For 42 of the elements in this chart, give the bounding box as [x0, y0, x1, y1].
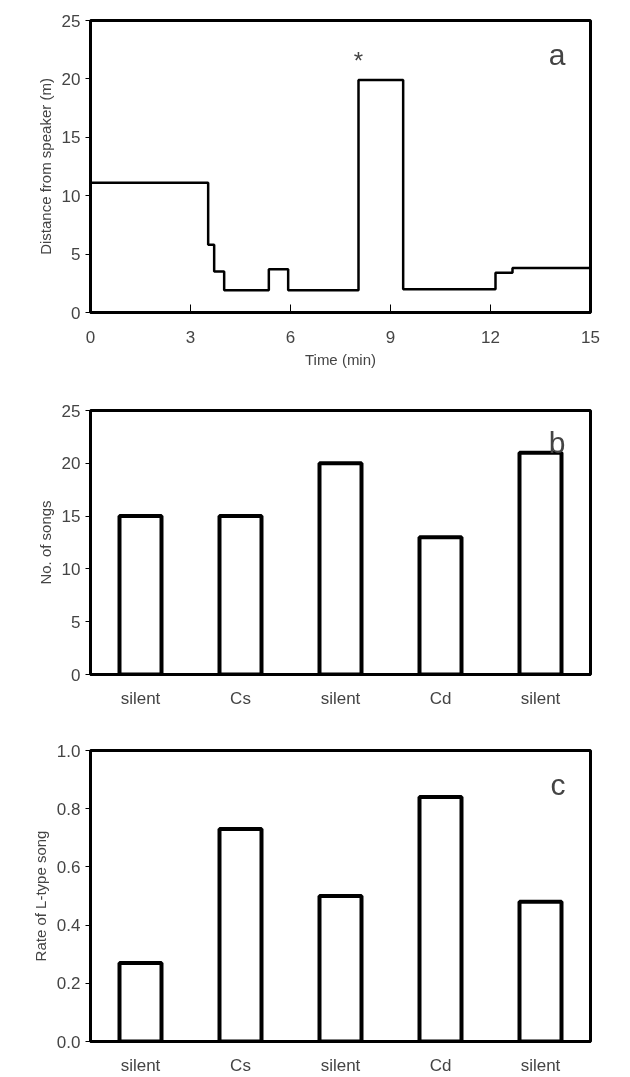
- x-tick-label: silent: [120, 688, 161, 708]
- x-tick-label: silent: [120, 1055, 161, 1075]
- y-tick-label: 25: [61, 11, 81, 31]
- x-tick-label: 12: [481, 327, 500, 347]
- x-tick-label: 9: [385, 327, 396, 347]
- y-tick-label: 0.0: [56, 1032, 81, 1052]
- x-tick-label: 6: [285, 327, 296, 347]
- x-tick-label: 3: [185, 327, 196, 347]
- y-tick-label: 10: [61, 559, 81, 579]
- y-axis-title: No. of songs: [36, 500, 54, 585]
- x-tick-label: Cd: [429, 688, 452, 708]
- y-tick-label: 1.0: [56, 741, 81, 761]
- y-tick-label: 0: [71, 665, 81, 685]
- y-tick-label: 25: [61, 401, 81, 421]
- x-tick-label: silent: [520, 1055, 561, 1075]
- x-tick-label: 0: [85, 327, 96, 347]
- y-tick-label: 0.4: [56, 916, 81, 936]
- y-tick-label: 15: [61, 507, 81, 527]
- y-tick-label: 0.6: [56, 857, 81, 877]
- annotation: c: [550, 767, 566, 801]
- y-tick-label: 0: [71, 303, 81, 323]
- x-tick-label: Cd: [429, 1055, 452, 1075]
- y-tick-label: 5: [71, 245, 81, 265]
- x-tick-label: silent: [520, 688, 561, 708]
- y-tick-label: 20: [61, 69, 81, 89]
- x-tick-label: Cs: [230, 688, 251, 708]
- x-axis-title: Time (min): [304, 350, 377, 368]
- y-axis-title: Rate of L-type song: [31, 830, 49, 962]
- y-axis-title: Distance from speaker (m): [36, 78, 54, 255]
- y-tick-label: 0.2: [56, 974, 81, 994]
- y-tick-label: 0.8: [56, 799, 81, 819]
- y-tick-label: 5: [71, 612, 81, 632]
- x-tick-label: Cs: [230, 1055, 251, 1075]
- x-tick-label: silent: [320, 1055, 361, 1075]
- y-tick-label: 10: [61, 186, 81, 206]
- x-tick-label: 15: [581, 327, 600, 347]
- x-tick-label: silent: [320, 688, 361, 708]
- annotation: *: [353, 47, 364, 75]
- y-tick-label: 20: [61, 454, 81, 474]
- y-tick-label: 15: [61, 128, 81, 148]
- annotation: b: [548, 426, 566, 460]
- annotation: a: [548, 38, 566, 72]
